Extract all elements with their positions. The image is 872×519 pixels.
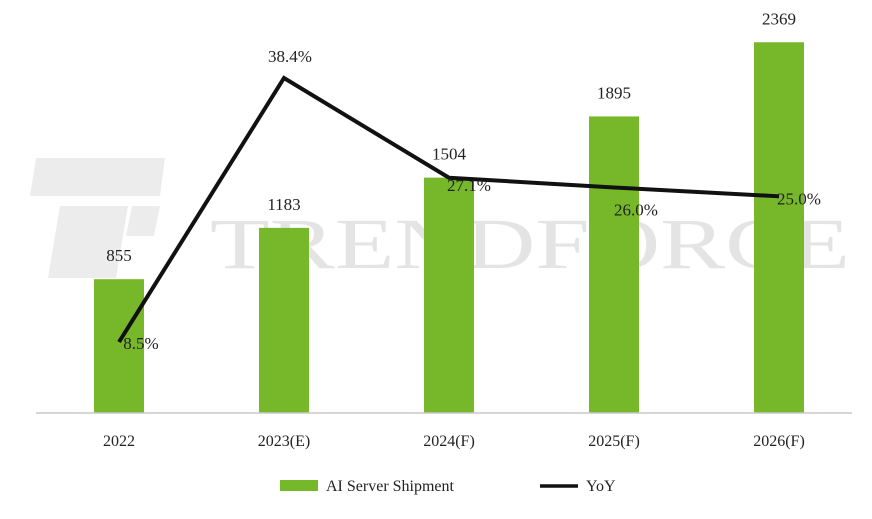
x-tick-label-2025-f: 2025(F) [588, 433, 640, 450]
x-tick-label-2026-f: 2026(F) [753, 433, 805, 450]
watermark-text: TRENDFORCE [210, 204, 850, 284]
bar-value-labels: 855 1183 1504 1895 2369 [106, 9, 796, 265]
watermark-logo-shape-bottom [48, 206, 128, 278]
yoy-label-2026-f: 25.0% [777, 189, 821, 208]
watermark-logo-shape-mid [126, 206, 160, 236]
trendforce-watermark: TRENDFORCE [30, 158, 850, 284]
bar-series [94, 42, 804, 414]
x-tick-label-2024-f: 2024(F) [423, 433, 475, 450]
yoy-label-2024-f: 27.1% [447, 176, 491, 195]
bar-label-2022: 855 [106, 246, 132, 265]
yoy-value-labels: 8.5% 38.4% 27.1% 26.0% 25.0% [123, 47, 821, 353]
bar-2024-f [424, 177, 474, 413]
yoy-label-2022: 8.5% [123, 334, 158, 353]
x-tick-label-2023-e: 2023(E) [258, 433, 310, 450]
bar-2025-f [589, 116, 639, 414]
yoy-label-2023-e: 38.4% [268, 47, 312, 66]
bar-label-2024-f: 1504 [432, 145, 467, 164]
bar-2023-e [259, 227, 309, 413]
legend-swatch-ai-server-shipment [280, 480, 318, 491]
legend: AI Server Shipment YoY [280, 478, 616, 495]
bar-label-2025-f: 1895 [597, 83, 631, 102]
watermark-logo-shape-top [30, 158, 165, 196]
bar-2022 [94, 279, 144, 413]
legend-label-yoy: YoY [586, 478, 616, 495]
bar-label-2023-e: 1183 [267, 195, 300, 214]
x-tick-label-2022: 2022 [103, 433, 135, 450]
yoy-label-2025-f: 26.0% [614, 200, 658, 219]
x-axis-tick-labels: 2022 2023(E) 2024(F) 2025(F) 2026(F) [103, 433, 805, 450]
yoy-line-series [117, 75, 780, 344]
bar-2026-f [754, 42, 804, 414]
bar-label-2026-f: 2369 [762, 9, 796, 28]
legend-label-ai-server-shipment: AI Server Shipment [326, 478, 455, 495]
